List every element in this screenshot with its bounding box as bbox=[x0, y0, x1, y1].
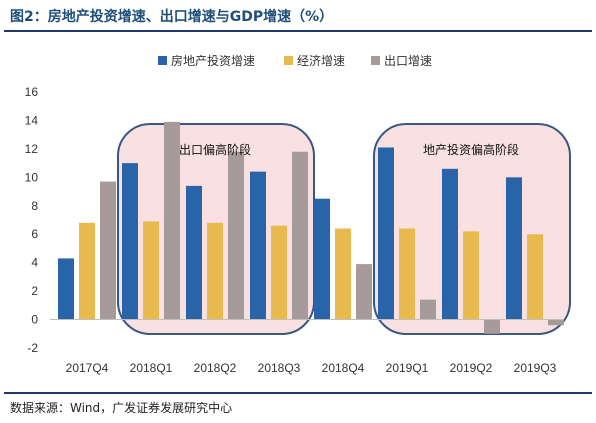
x-tick-label-2018Q2: 2018Q2 bbox=[194, 361, 237, 375]
legend-swatch-gdp bbox=[284, 56, 293, 65]
bar-real-estate-2019Q2 bbox=[442, 168, 458, 320]
bar-export-2019Q3 bbox=[548, 319, 564, 326]
bar-export-2017Q4 bbox=[100, 181, 116, 320]
bar-gdp-2019Q3 bbox=[527, 234, 543, 320]
x-tick-label-2019Q1: 2019Q1 bbox=[386, 361, 429, 375]
bar-export-2018Q2 bbox=[228, 151, 244, 320]
y-tick-label: 10 bbox=[25, 170, 39, 184]
bar-export-2019Q1 bbox=[420, 299, 436, 320]
bar-export-2018Q4 bbox=[356, 264, 372, 320]
bar-real-estate-2018Q2 bbox=[186, 185, 202, 320]
y-tick-label: 16 bbox=[25, 85, 39, 99]
annotation-label-2: 地产投资偏高阶段 bbox=[423, 142, 519, 157]
x-tick-label-2018Q3: 2018Q3 bbox=[258, 361, 301, 375]
bar-real-estate-2019Q3 bbox=[506, 177, 522, 320]
bar-gdp-2018Q4 bbox=[335, 228, 351, 320]
legend-swatch-export bbox=[371, 56, 380, 65]
bar-real-estate-2018Q3 bbox=[250, 171, 266, 320]
y-tick-label: -2 bbox=[27, 341, 38, 355]
annotation-label-1: 出口偏高阶段 bbox=[179, 142, 251, 157]
y-tick-label: 2 bbox=[31, 284, 38, 298]
bar-gdp-2018Q2 bbox=[207, 222, 223, 320]
legend-swatch-real-estate bbox=[158, 56, 167, 65]
bar-gdp-2018Q1 bbox=[143, 221, 159, 320]
x-tick-label-2018Q4: 2018Q4 bbox=[322, 361, 365, 375]
bar-real-estate-2019Q1 bbox=[378, 147, 394, 320]
x-tick-label-2017Q4: 2017Q4 bbox=[66, 361, 109, 375]
bar-gdp-2019Q2 bbox=[463, 231, 479, 320]
legend-label-export: 出口增速 bbox=[384, 54, 432, 68]
bar-export-2018Q1 bbox=[164, 121, 180, 320]
y-tick-label: 12 bbox=[25, 142, 39, 156]
bar-real-estate-2017Q4 bbox=[58, 258, 74, 320]
y-tick-label: 6 bbox=[31, 227, 38, 241]
y-tick-label: 8 bbox=[31, 199, 38, 213]
bar-real-estate-2018Q1 bbox=[122, 163, 138, 320]
x-tick-label-2019Q3: 2019Q3 bbox=[514, 361, 557, 375]
x-tick-label-2019Q2: 2019Q2 bbox=[450, 361, 493, 375]
legend-label-gdp: 经济增速 bbox=[297, 53, 345, 68]
x-tick-label-2018Q1: 2018Q1 bbox=[130, 361, 173, 375]
legend-label-real-estate: 房地产投资增速 bbox=[171, 53, 255, 68]
bar-gdp-2019Q1 bbox=[399, 228, 415, 320]
bar-real-estate-2018Q4 bbox=[314, 198, 330, 320]
bar-export-2019Q2 bbox=[484, 319, 500, 334]
bar-export-2018Q3 bbox=[292, 151, 308, 320]
y-tick-label: 0 bbox=[31, 313, 38, 327]
bar-gdp-2017Q4 bbox=[79, 222, 95, 320]
y-tick-label: 4 bbox=[31, 256, 38, 270]
y-tick-label: 14 bbox=[25, 113, 39, 127]
bottom-rule bbox=[4, 392, 592, 394]
figure-title: 图2：房地产投资增速、出口增速与GDP增速（%） bbox=[10, 9, 334, 25]
source-note: 数据来源：Wind，广发证券发展研究中心 bbox=[10, 401, 233, 415]
bar-gdp-2018Q3 bbox=[271, 225, 287, 320]
top-rule bbox=[4, 30, 592, 32]
